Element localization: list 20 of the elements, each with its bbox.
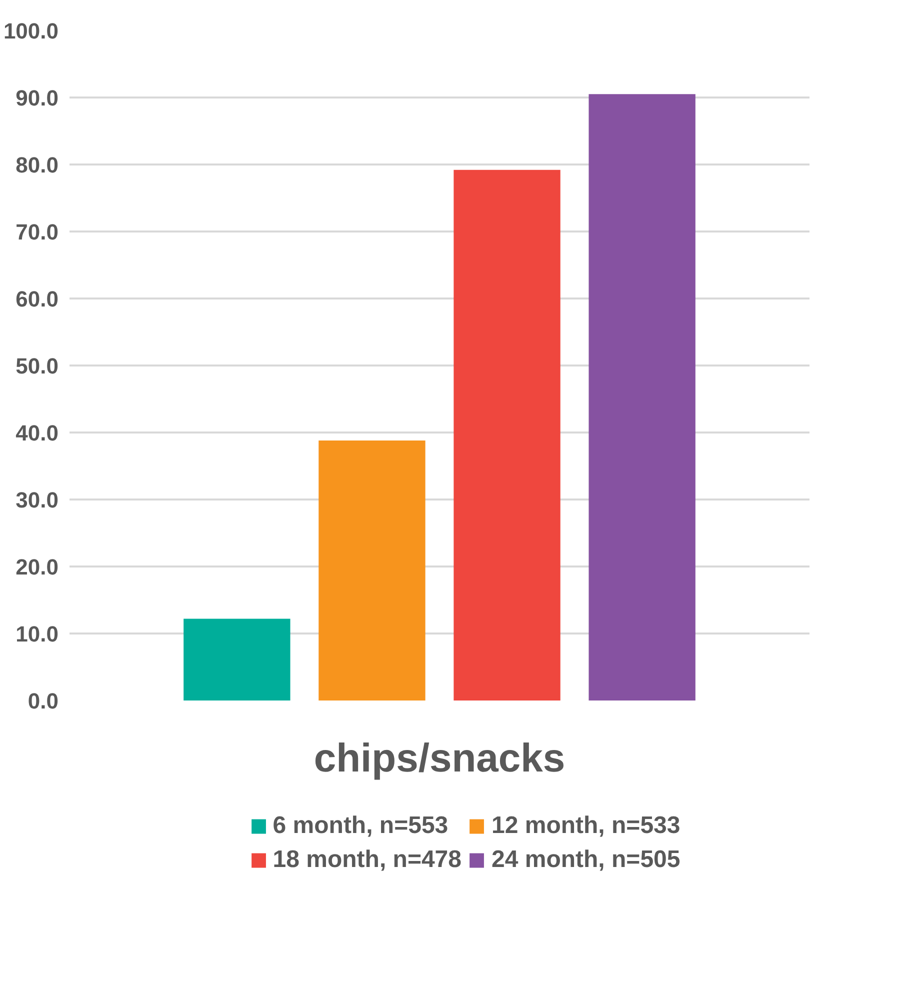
y-tick-label: 60.0 <box>16 286 59 312</box>
y-tick-label: 20.0 <box>16 554 59 580</box>
y-tick-label: 70.0 <box>16 220 59 244</box>
x-tick-label: chips/snacks <box>314 736 566 780</box>
y-tick-label: 90.0 <box>16 86 59 110</box>
bar <box>318 440 426 700</box>
y-tick-label: 0.0 <box>28 688 59 714</box>
legend-label: 24 month, n=505 <box>492 846 680 874</box>
legend-label: 12 month, n=533 <box>492 812 680 840</box>
y-tick-label: 80.0 <box>16 152 59 178</box>
bar <box>454 170 560 700</box>
bar <box>184 618 290 700</box>
bar <box>588 94 696 700</box>
y-tick-label: 40.0 <box>16 420 59 446</box>
y-tick-label: 50.0 <box>16 354 59 378</box>
y-tick-label: 100.0 <box>3 18 59 44</box>
legend-label: 6 month, n=553 <box>272 812 448 840</box>
legend-label: 18 month, n=478 <box>272 846 462 874</box>
y-tick-label: 30.0 <box>16 488 59 512</box>
y-tick-label: 10.0 <box>16 622 59 646</box>
